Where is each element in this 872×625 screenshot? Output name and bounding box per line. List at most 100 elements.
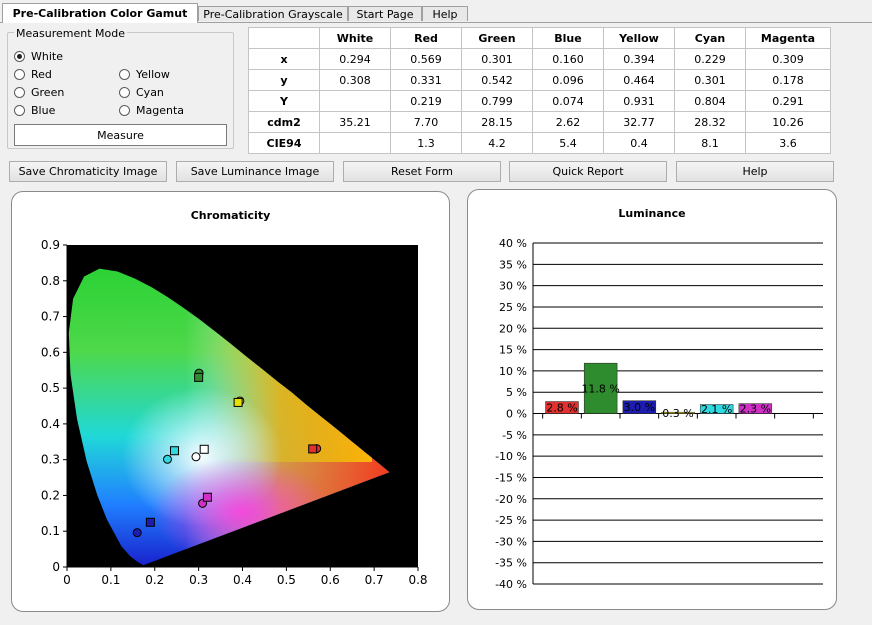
y-tick-label: 20 %	[499, 322, 527, 335]
column-header: Cyan	[674, 27, 746, 49]
radio-red[interactable]: Red	[14, 67, 52, 81]
table-cell: 4.2	[461, 132, 533, 154]
measured-point-blue	[132, 528, 142, 538]
x-tick-label: 0.8	[408, 573, 427, 587]
table-cell: 0.804	[674, 90, 746, 112]
row-header: cdm2	[248, 111, 320, 133]
table-cell: 0.074	[532, 90, 604, 112]
row-header: x	[248, 48, 320, 70]
radio-label: White	[31, 49, 63, 63]
save-chromaticity-image-button[interactable]: Save Chromaticity Image	[9, 161, 167, 182]
target-point-red	[308, 444, 318, 454]
target-point-yellow	[233, 397, 243, 407]
tab-start-page[interactable]: Start Page	[348, 6, 422, 21]
radio-blue[interactable]: Blue	[14, 103, 55, 117]
table-cell: 0.301	[674, 69, 746, 91]
y-tick-label: 0.4	[41, 417, 60, 431]
row-header: Y	[248, 90, 320, 112]
x-tick-label: 0.4	[233, 573, 252, 587]
y-tick-label: 0	[52, 560, 60, 574]
table-cell: 5.4	[532, 132, 604, 154]
x-tick-label: 0.3	[189, 573, 208, 587]
radio-icon	[14, 104, 25, 116]
radio-yellow[interactable]: Yellow	[119, 67, 170, 81]
table-cell: 0.219	[390, 90, 462, 112]
radio-label: Cyan	[136, 85, 164, 99]
y-tick-label: 40 %	[499, 237, 527, 250]
luminance-bar-red	[545, 401, 579, 414]
table-cell: 0.096	[532, 69, 604, 91]
radio-label: Yellow	[136, 67, 170, 81]
table-cell: 3.6	[745, 132, 831, 154]
radio-magenta[interactable]: Magenta	[119, 103, 184, 117]
y-tick-label: 25 %	[499, 301, 527, 314]
target-point-magenta	[202, 492, 212, 502]
table-cell: 0.229	[674, 48, 746, 70]
table-row: Y 0.219 0.799 0.074 0.931 0.804 0.291	[248, 90, 831, 112]
bar-label: 2.8 %	[546, 402, 577, 415]
table-cell: 10.26	[745, 111, 831, 133]
y-tick-label: 0.7	[41, 310, 60, 324]
y-tick-label: 30 %	[499, 280, 527, 293]
table-cell: 0.291	[745, 90, 831, 112]
table-cell: 0.160	[532, 48, 604, 70]
save-luminance-image-button[interactable]: Save Luminance Image	[176, 161, 334, 182]
table-cell: 0.569	[390, 48, 462, 70]
radio-icon	[14, 68, 25, 80]
y-tick-label: 0.8	[41, 274, 60, 288]
measurement-table: White Red Green Blue Yellow Cyan Magenta…	[248, 27, 831, 154]
luminance-bar-blue	[622, 400, 657, 414]
bar-label: 0.3 %	[662, 407, 693, 420]
help-button[interactable]: Help	[676, 161, 834, 182]
y-tick-label: -5 %	[502, 429, 527, 442]
tab-pre-calibration-color-gamut[interactable]: Pre-Calibration Color Gamut	[2, 3, 198, 23]
x-tick-label: 0.1	[101, 573, 120, 587]
luminance-bar-cyan	[699, 404, 734, 414]
radio-cyan[interactable]: Cyan	[119, 85, 164, 99]
chromaticity-panel: Chromaticity	[11, 191, 450, 612]
table-row: cdm2 35.21 7.70 28.15 2.62 32.77 28.32 1…	[248, 111, 831, 133]
table-cell: 0.294	[319, 48, 391, 70]
table-cell: 0.4	[603, 132, 675, 154]
tab-help[interactable]: Help	[422, 6, 468, 21]
radio-label: Magenta	[136, 103, 185, 117]
table-header-row: White Red Green Blue Yellow Cyan Magenta	[248, 27, 831, 49]
y-tick-label: 0.5	[41, 381, 60, 395]
measurement-mode-group: Measurement Mode White Red Yellow Green …	[7, 27, 234, 149]
table-corner	[248, 27, 320, 49]
column-header: Yellow	[603, 27, 675, 49]
y-tick-label: -25 %	[495, 514, 527, 527]
y-tick-label: 0.6	[41, 345, 60, 359]
table-cell: 0.542	[461, 69, 533, 91]
measured-point-cyan	[162, 454, 172, 464]
x-tick-label: 0	[63, 573, 71, 587]
table-cell: 8.1	[674, 132, 746, 154]
luminance-panel: Luminance 40 % 35 % 30 % 25 % 20 % 15 % 10 % 5 …	[467, 189, 837, 610]
chromaticity-title: Chromaticity	[190, 209, 271, 222]
column-header: Magenta	[745, 27, 831, 49]
quick-report-button[interactable]: Quick Report	[509, 161, 667, 182]
luminance-chart: 40 % 35 % 30 % 25 % 20 % 15 % 10 % 5 % 0 % -5 % -1…	[495, 237, 823, 591]
tab-bar: Pre-Calibration Color Gamut Pre-Calibrat…	[0, 0, 872, 23]
y-tick-label: -30 %	[495, 535, 527, 548]
table-row: x 0.294 0.569 0.301 0.160 0.394 0.229 0.…	[248, 48, 831, 70]
column-header: Green	[461, 27, 533, 49]
measure-button[interactable]: Measure	[14, 124, 227, 146]
table-cell: 0.394	[603, 48, 675, 70]
radio-icon	[119, 86, 130, 98]
table-cell	[319, 90, 391, 112]
luminance-title: Luminance	[618, 207, 686, 220]
bar-label: 2.1 %	[701, 403, 732, 416]
y-tick-label: 0.3	[41, 453, 60, 467]
radio-green[interactable]: Green	[14, 85, 64, 99]
x-tick-label: 0.6	[321, 573, 340, 587]
table-cell: 7.70	[390, 111, 462, 133]
y-tick-label: -40 %	[495, 578, 527, 591]
radio-white[interactable]: White	[14, 49, 63, 63]
tab-pre-calibration-grayscale[interactable]: Pre-Calibration Grayscale	[198, 6, 348, 21]
table-cell: 0.799	[461, 90, 533, 112]
reset-form-button[interactable]: Reset Form	[343, 161, 501, 182]
y-tick-label: 10 %	[499, 365, 527, 378]
radio-selected-icon	[14, 50, 25, 62]
table-cell	[319, 132, 391, 154]
